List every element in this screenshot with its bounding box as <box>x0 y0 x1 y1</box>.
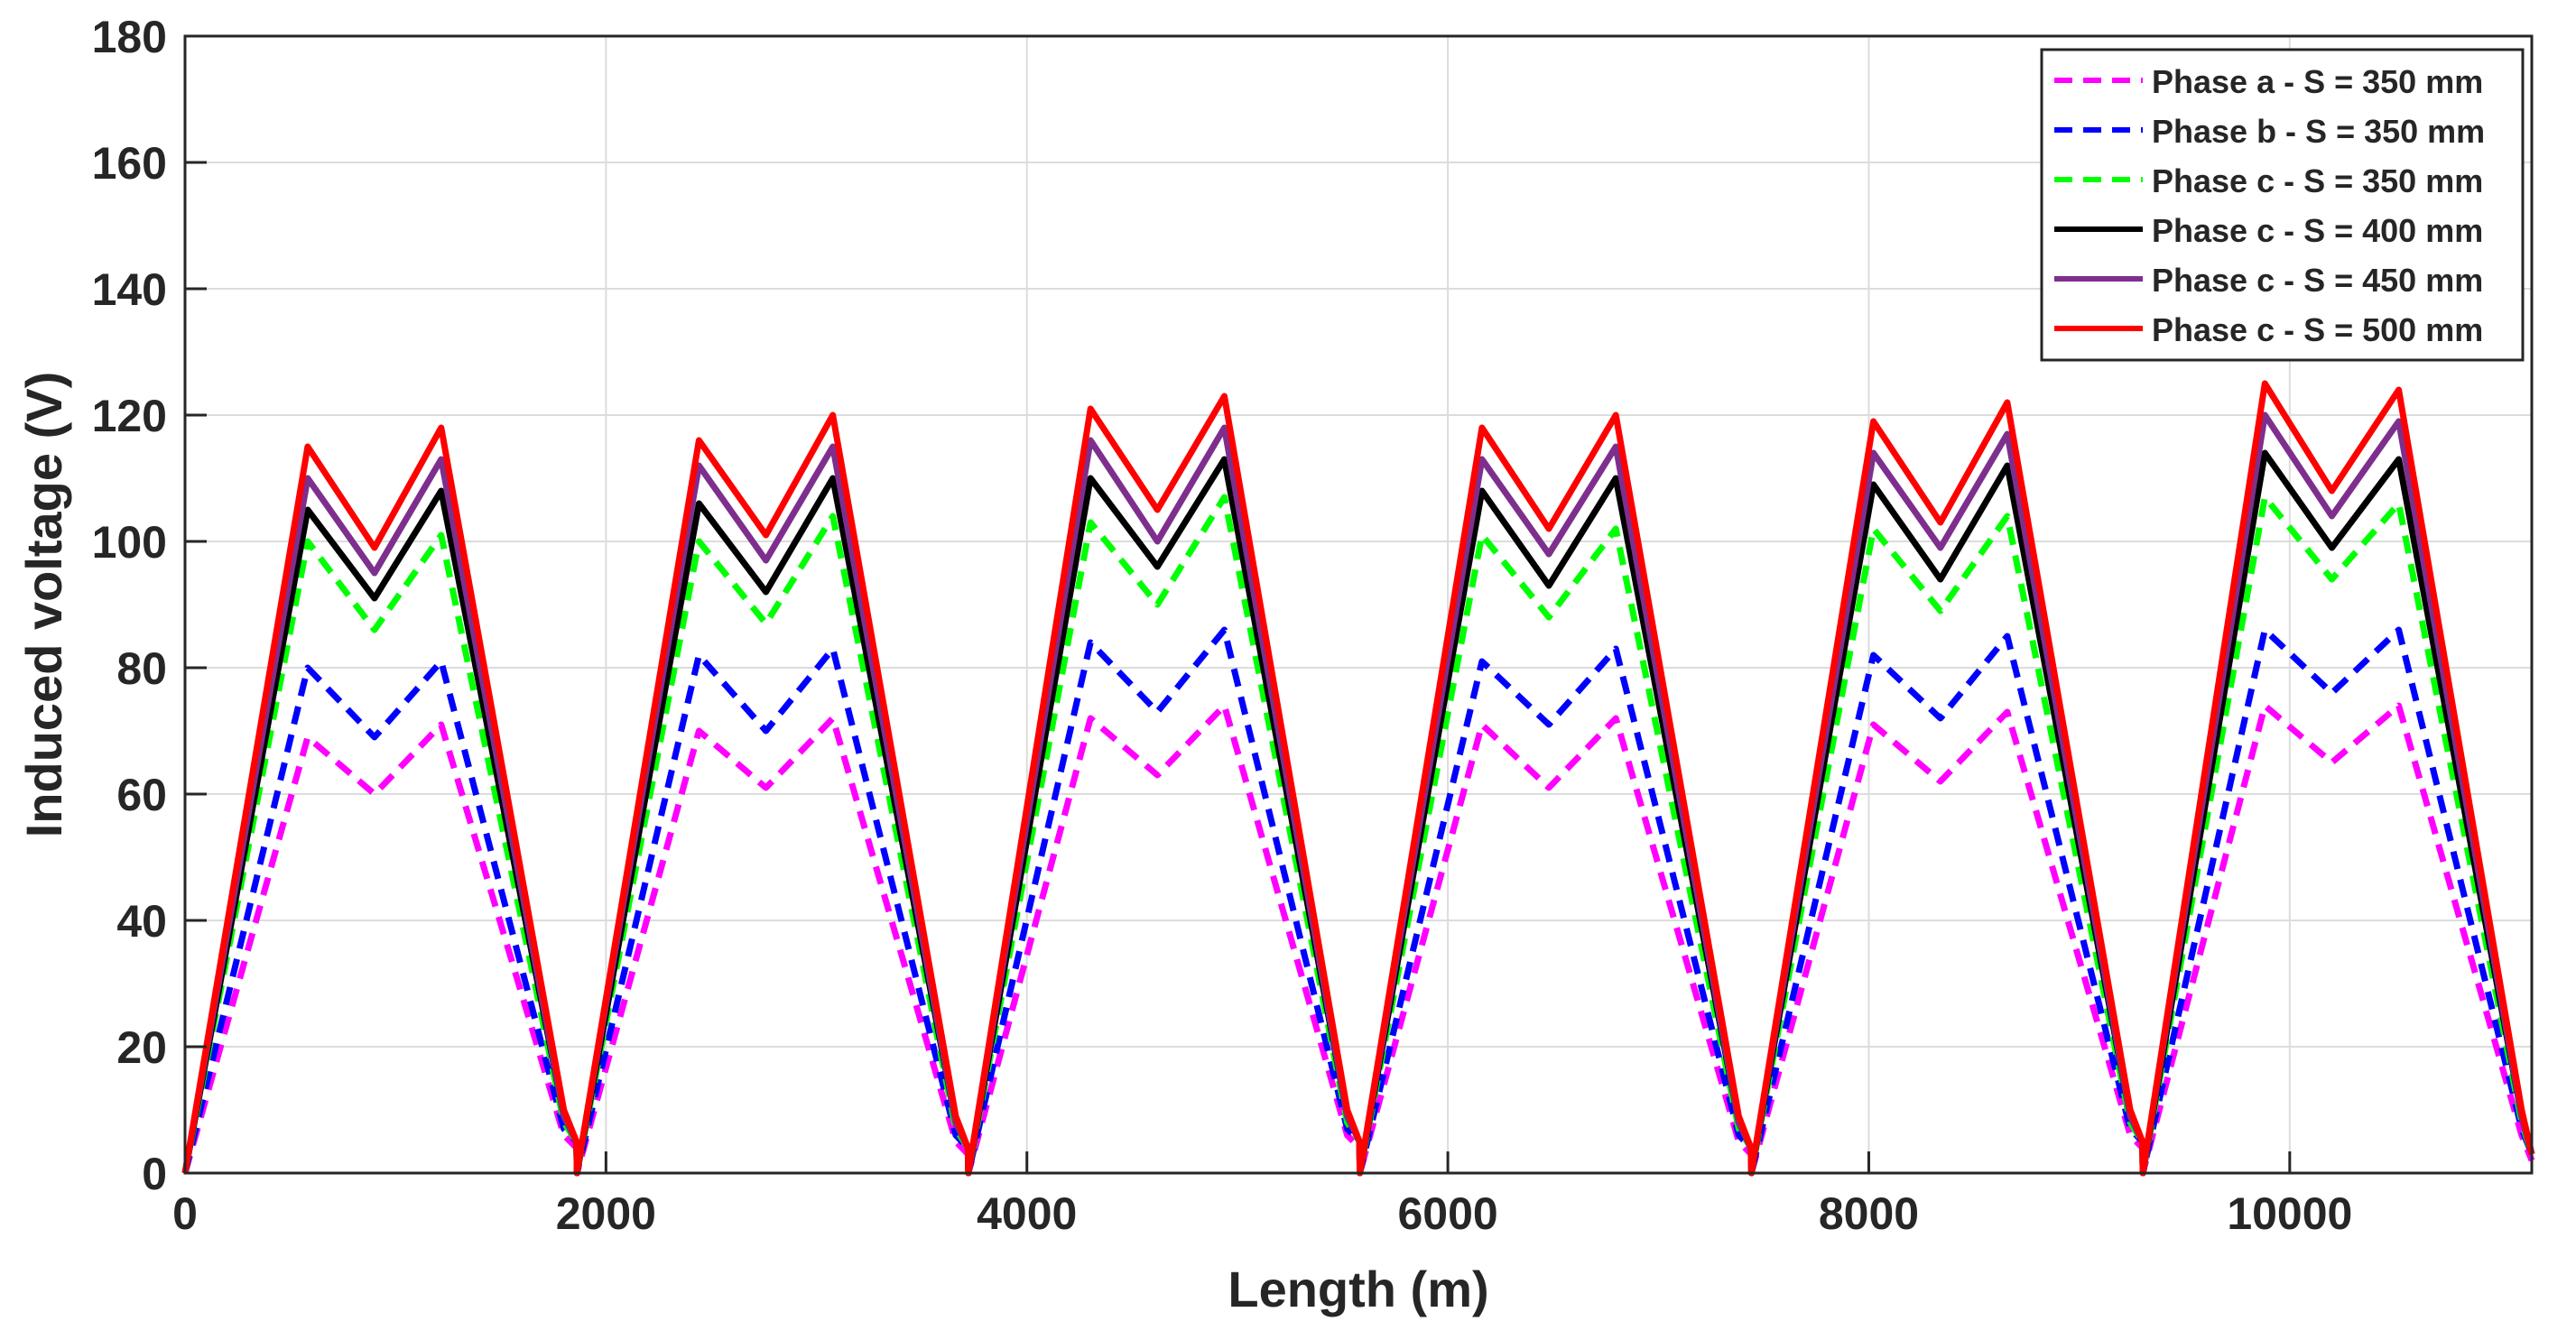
x-tick-label: 8000 <box>1819 1188 1919 1239</box>
y-tick-label: 0 <box>142 1149 167 1199</box>
x-axis-label: Length (m) <box>1228 1261 1488 1317</box>
series-lines <box>181 380 2535 1177</box>
y-axis: 0 20 40 60 80 100 120 140 160 180 <box>92 12 207 1199</box>
legend-box <box>2040 48 2525 362</box>
y-tick-label: 140 <box>92 264 167 315</box>
legend-label: Phase c - S = 500 mm <box>2152 311 2483 348</box>
x-tick-label: 4000 <box>977 1188 1077 1239</box>
plot-frame <box>183 34 2534 1175</box>
y-tick-label: 20 <box>116 1022 167 1073</box>
series-line-6 <box>181 380 2535 1177</box>
y-tick-label: 120 <box>92 391 167 441</box>
y-axis-label: Induced voltage (V) <box>15 372 72 838</box>
y-tick-label: 180 <box>92 12 167 62</box>
y-tick-label: 40 <box>116 896 167 947</box>
legend-label: Phase c - S = 400 mm <box>2152 212 2483 249</box>
legend-label: Phase b - S = 350 mm <box>2152 113 2485 150</box>
y-tick-label: 80 <box>116 643 167 694</box>
x-tick-label: 10000 <box>2227 1188 2352 1239</box>
grid <box>184 35 2532 1174</box>
legend-label: Phase a - S = 350 mm <box>2152 63 2483 100</box>
y-tick-label: 160 <box>92 138 167 189</box>
x-tick-label: 0 <box>172 1188 198 1239</box>
legend: Phase a - S = 350 mm Phase b - S = 350 mm… <box>2040 48 2525 362</box>
legend-label: Phase c - S = 350 mm <box>2152 162 2483 199</box>
y-tick-label: 100 <box>92 517 167 568</box>
x-tick-label: 6000 <box>1397 1188 1497 1239</box>
legend-label: Phase c - S = 450 mm <box>2152 262 2483 299</box>
y-tick-label: 60 <box>116 770 167 820</box>
x-tick-label: 2000 <box>556 1188 656 1239</box>
x-axis: 0 2000 4000 6000 8000 10000 <box>172 1151 2352 1239</box>
